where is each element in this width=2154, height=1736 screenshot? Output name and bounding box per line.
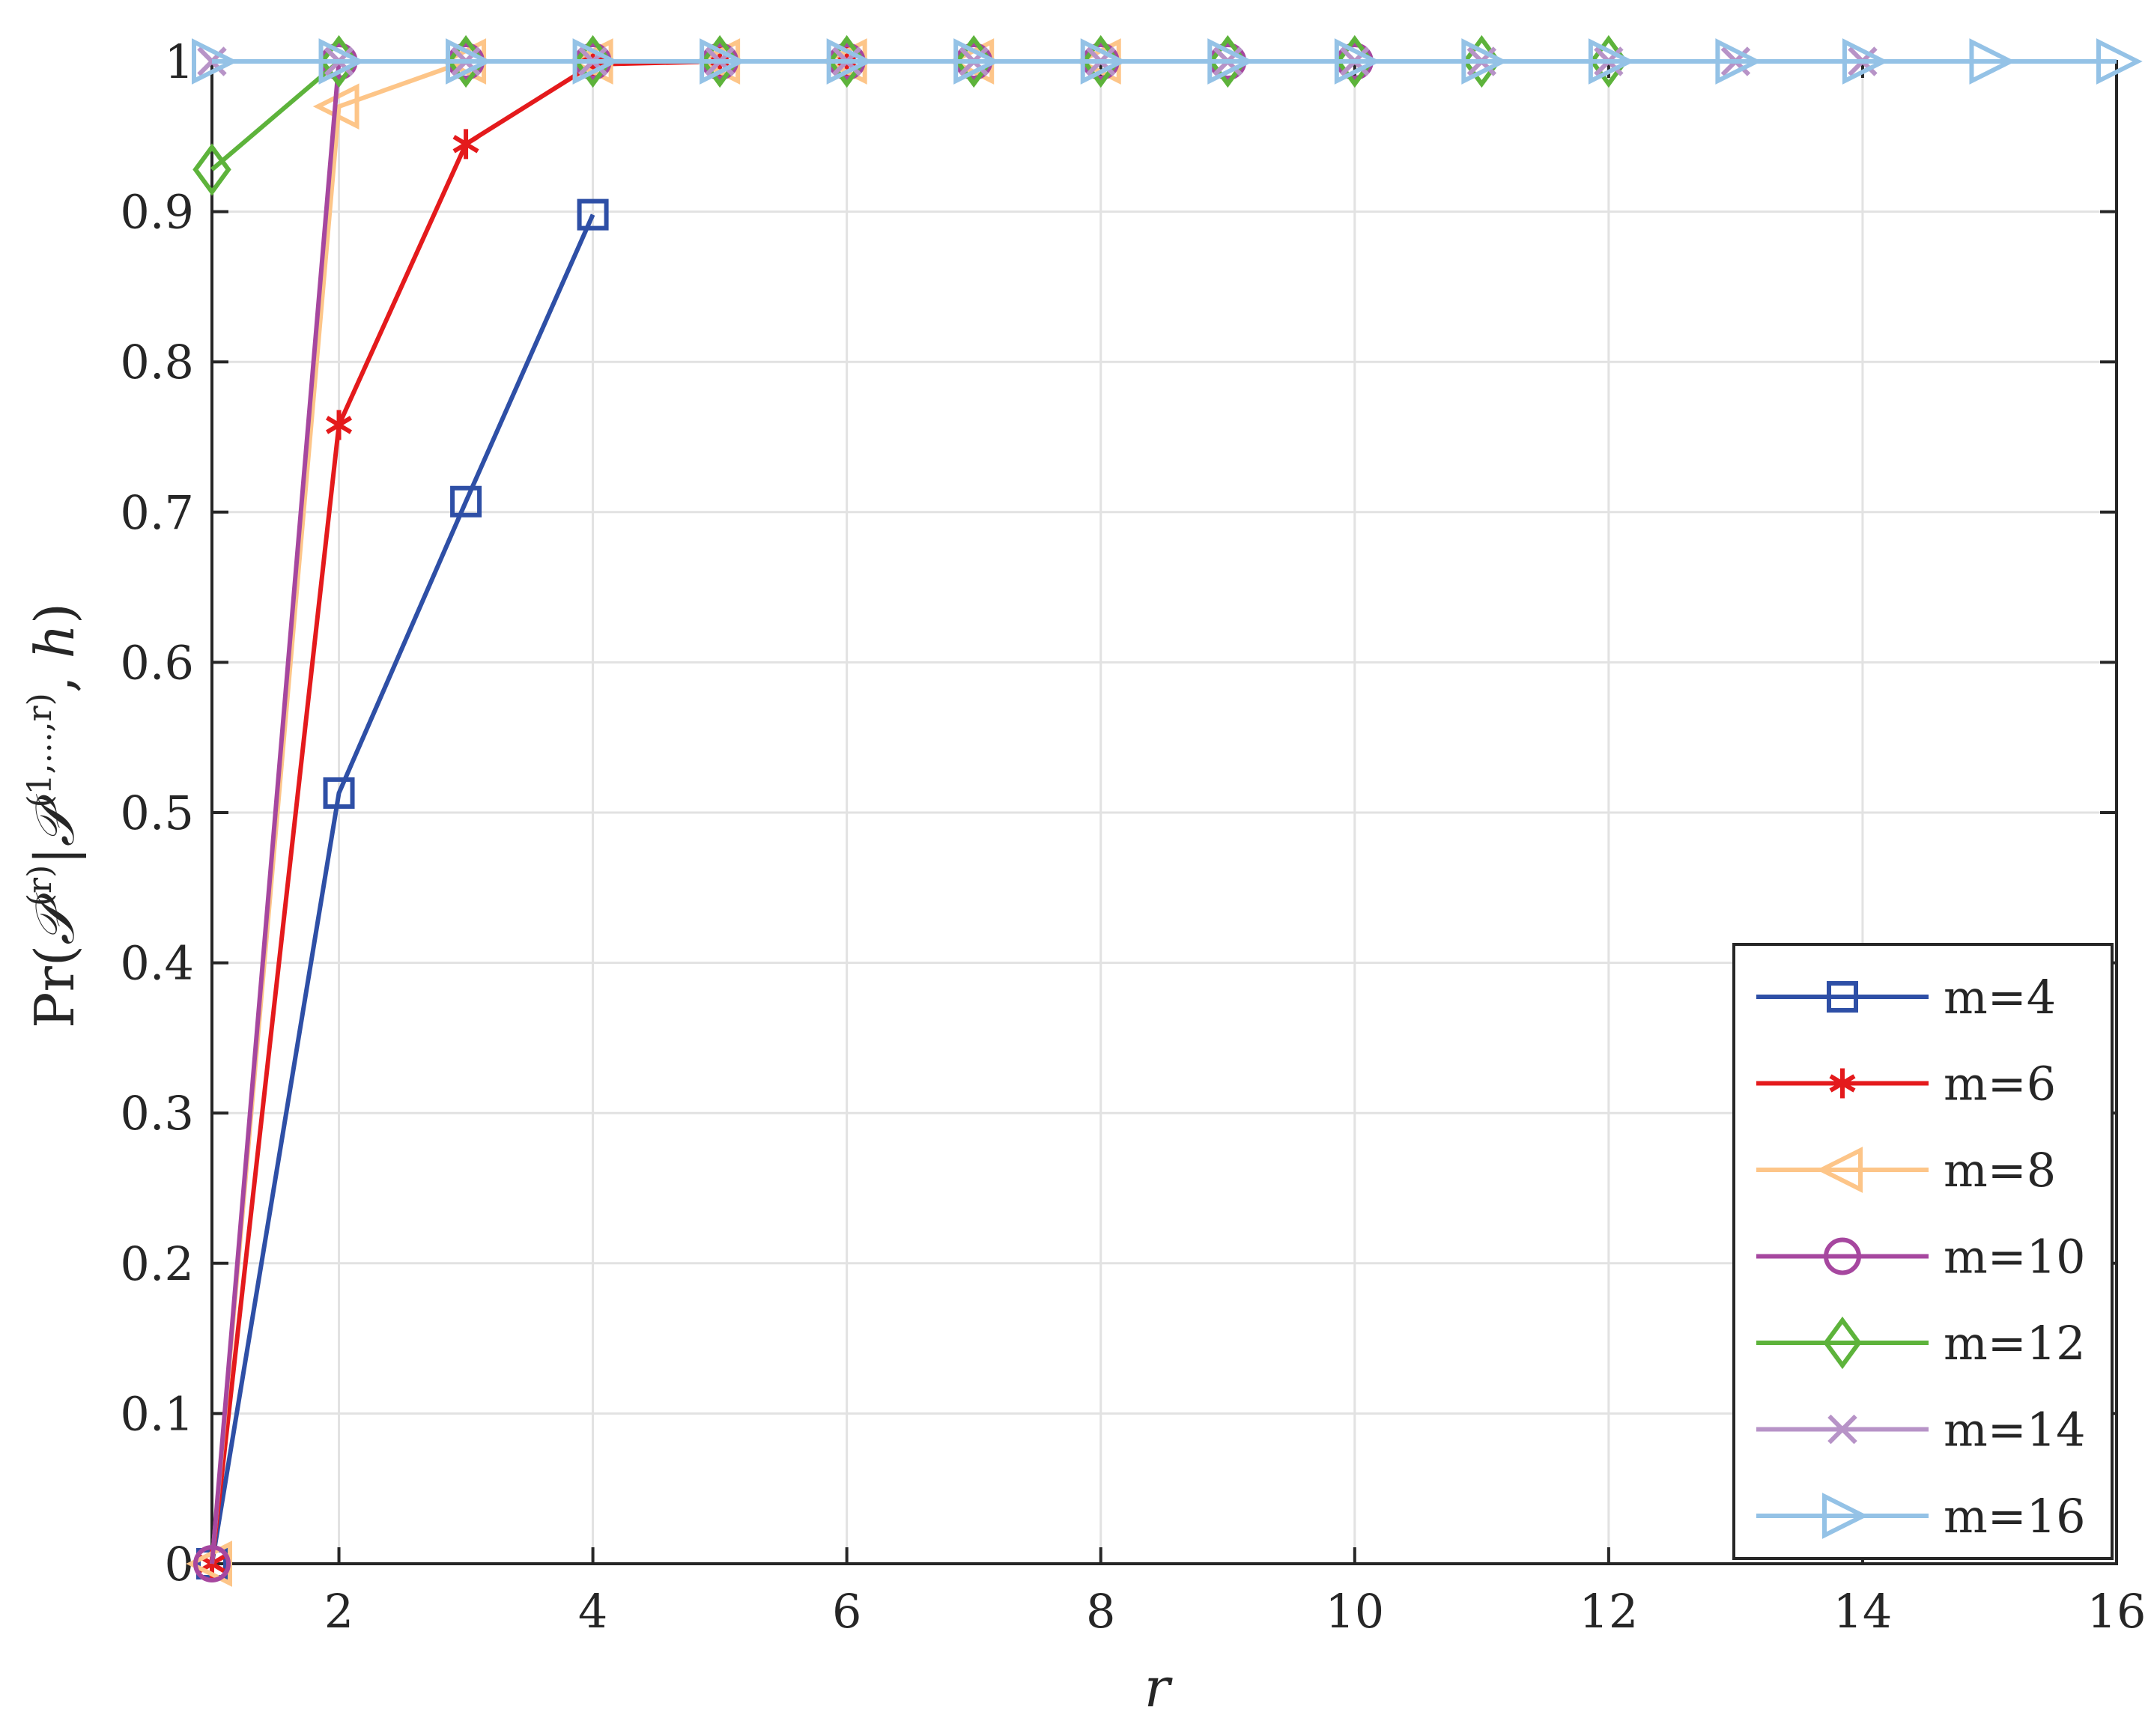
data-point-m-16 [1842, 38, 1889, 85]
legend-item-m-12: m=12 [1756, 1316, 2086, 1371]
data-point-m-16 [826, 38, 873, 85]
y-axis-title-close: ) [23, 603, 86, 624]
data-point-m-4 [323, 777, 355, 809]
legend-label: m=8 [1944, 1143, 2056, 1198]
data-point-m-16 [2096, 38, 2143, 85]
y-axis-title-bar: | [23, 846, 86, 864]
x-tick-label: 6 [832, 1584, 861, 1639]
legend-marker [1829, 1068, 1856, 1099]
y-axis-title-comma: , [23, 658, 86, 693]
data-point-m-4 [577, 198, 609, 231]
legend-item-m-14: m=14 [1756, 1403, 2086, 1457]
legend-label: m=12 [1944, 1316, 2086, 1371]
x-tick-label: 4 [578, 1584, 607, 1639]
y-axis-title-sup2: (1,...,r) [21, 693, 59, 807]
data-point-m-10 [193, 1545, 231, 1582]
data-point-m-16 [192, 38, 238, 85]
data-point-m-16 [700, 38, 746, 85]
data-point-m-12 [192, 143, 231, 196]
legend-marker [1822, 1493, 1869, 1539]
legend-marker [1816, 1147, 1863, 1193]
data-point-m-4 [450, 485, 482, 518]
legend-label: m=4 [1944, 970, 2056, 1025]
legend-item-m-8: m=8 [1756, 1143, 2056, 1198]
series-line-m-4 [210, 213, 595, 1564]
y-tick-label: 1 [165, 34, 194, 89]
x-tick-label: 8 [1086, 1584, 1115, 1639]
legend-label: m=10 [1944, 1230, 2086, 1284]
legend-marker [1827, 981, 1858, 1013]
data-point-m-16 [1461, 38, 1508, 85]
data-point-m-16 [572, 38, 619, 85]
data-point-m-16 [1207, 38, 1254, 85]
y-tick-label: 0.8 [120, 335, 194, 389]
tick-labels: 2 4 6 8 10 12 14 1600.10.20.30.40.50.60.70.80.9… [120, 34, 2146, 1639]
legend-label: m=14 [1944, 1403, 2086, 1457]
legend-marker [1827, 1414, 1857, 1445]
y-tick-label: 0.9 [120, 185, 194, 240]
legend: m=4 m=6 m=8 m=10 m=12 m=14 m=16 [1732, 943, 2114, 1560]
legend-marker [1824, 1237, 1861, 1275]
y-tick-label: 0.6 [120, 635, 194, 690]
x-tick-label: 10 [1325, 1584, 1384, 1639]
series-layer [186, 34, 2143, 1587]
legend-item-m-6: m=6 [1756, 1057, 2056, 1111]
x-tick-label: 16 [2087, 1584, 2147, 1639]
legend-item-m-10: m=10 [1756, 1230, 2086, 1284]
legend-label: m=16 [1944, 1489, 2086, 1544]
legend-label: m=6 [1944, 1057, 2056, 1111]
data-point-m-16 [318, 38, 365, 85]
data-point-m-16 [1334, 38, 1381, 85]
y-tick-label: 0.1 [120, 1386, 194, 1441]
x-tick-label: 12 [1579, 1584, 1638, 1639]
y-axis-title-h: h [23, 624, 86, 658]
data-point-m-6 [452, 129, 479, 160]
y-tick-label: 0.5 [120, 786, 194, 840]
series-m-16 [192, 38, 2143, 85]
x-axis-title: r [1144, 1656, 1173, 1719]
legend-box [1732, 943, 2114, 1560]
series-m-4 [196, 198, 609, 1579]
y-axis-title-sup1: (r) [21, 865, 59, 906]
legend-item-m-16: m=16 [1756, 1489, 2086, 1544]
y-axis-title-open: ( [23, 945, 86, 966]
data-point-m-16 [1588, 38, 1635, 85]
y-axis-title: Pr(𝒫(r)|𝒫(1,...,r), h) [21, 603, 86, 1028]
legend-marker [1823, 1316, 1862, 1370]
y-axis-title-pr: Pr [23, 966, 86, 1028]
data-point-m-16 [953, 38, 1000, 85]
data-point-m-16 [1080, 38, 1127, 85]
x-tick-label: 14 [1833, 1584, 1892, 1639]
data-point-m-16 [446, 38, 492, 85]
legend-item-m-4: m=4 [1756, 970, 2056, 1025]
x-tick-label: 2 [324, 1584, 354, 1639]
y-tick-label: 0.7 [120, 485, 194, 540]
y-tick-label: 0.2 [120, 1236, 194, 1291]
data-point-m-16 [1969, 38, 2016, 85]
data-point-m-16 [1715, 38, 1762, 85]
y-tick-label: 0.3 [120, 1086, 194, 1141]
data-point-m-6 [325, 410, 353, 440]
y-tick-label: 0.4 [120, 936, 194, 991]
